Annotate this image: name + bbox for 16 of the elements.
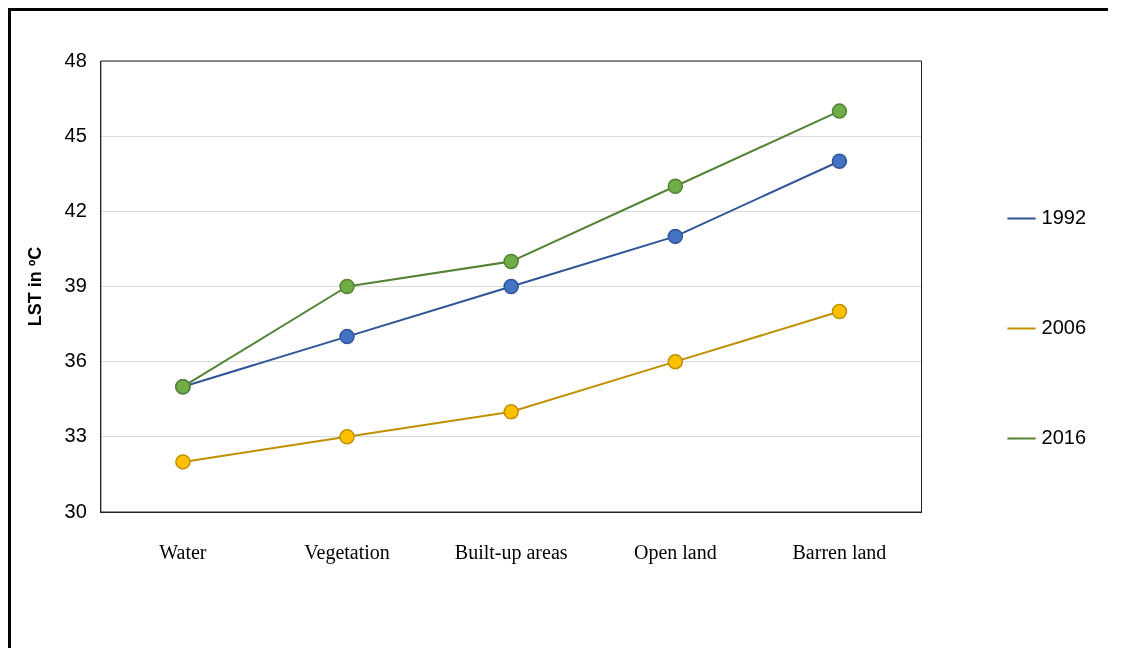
y-axis-title: LST in ºC [24, 246, 45, 327]
x-tick-label: Barren land [792, 541, 887, 564]
legend-label: 2006 [1041, 316, 1087, 339]
y-tick-label: 39 [64, 274, 87, 297]
legend-label: 2016 [1041, 426, 1087, 449]
x-tick-label: Open land [633, 541, 717, 565]
y-tick-label: 48 [64, 48, 87, 71]
y-tick-label: 30 [64, 499, 87, 522]
y-tick-label: 33 [64, 424, 87, 447]
y-tick-label: 36 [64, 349, 87, 372]
x-tick-label: Water [159, 541, 207, 564]
x-tick-label: Vegetation [304, 541, 390, 565]
y-tick-label: 45 [64, 123, 87, 146]
y-tick-label: 42 [64, 198, 87, 221]
legend-label: 1992 [1041, 206, 1087, 229]
x-tick-label: Built-up areas [454, 541, 568, 565]
